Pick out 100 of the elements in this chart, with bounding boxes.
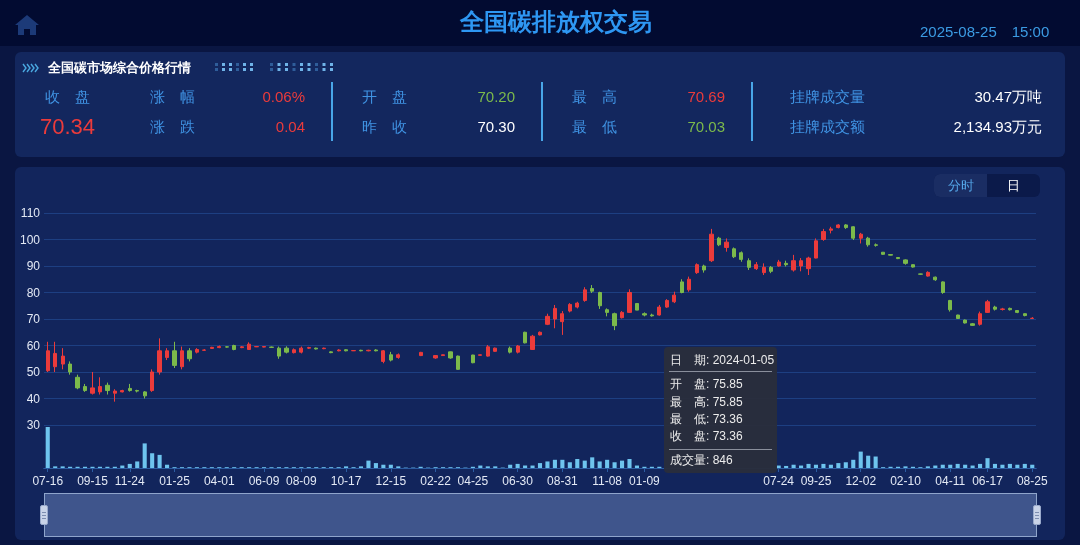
candlestick	[709, 228, 714, 263]
candlestick	[329, 350, 333, 354]
text: 70.03	[687, 116, 725, 137]
text: 挂牌成交额	[790, 116, 865, 137]
candlestick	[1015, 309, 1019, 314]
candlestick	[851, 225, 855, 241]
bar	[992, 463, 998, 468]
candlestick	[486, 344, 490, 358]
bar	[940, 464, 945, 468]
y-tick-label: 90	[26, 259, 41, 273]
bar	[828, 464, 833, 468]
y-tick-label: 50	[26, 365, 41, 379]
candlestick	[269, 346, 274, 349]
candlestick	[508, 346, 512, 354]
candlestick	[702, 264, 706, 274]
bar	[373, 463, 378, 468]
text: 0.04	[275, 116, 305, 137]
bar	[590, 457, 595, 468]
x-tick-label: 11-24	[114, 474, 145, 488]
bar	[515, 463, 520, 468]
candlestick	[478, 354, 482, 357]
candlestick	[687, 276, 691, 293]
candlestick	[68, 360, 72, 376]
candlestick	[262, 345, 266, 348]
candlestick	[150, 368, 154, 393]
bar	[1015, 464, 1020, 468]
candlestick	[747, 257, 751, 271]
x-tick-label: 08-25	[1016, 474, 1048, 488]
candlestick	[493, 347, 497, 353]
text: 收 盘	[45, 86, 90, 107]
candlestick	[844, 223, 848, 230]
candlestick	[120, 389, 124, 393]
candlestick	[918, 273, 923, 276]
x-tick-label: 08-31	[547, 474, 579, 488]
text: 30.47万吨	[974, 86, 1042, 107]
x-tick-label: 02-10	[890, 474, 922, 488]
candlestick	[202, 348, 206, 352]
candlestick	[172, 341, 177, 369]
candlestick	[277, 346, 281, 360]
candlestick	[821, 228, 826, 242]
x-tick-label: 07-24	[763, 474, 795, 488]
text: 挂牌成交量	[790, 86, 865, 107]
candlestick	[344, 348, 348, 352]
bar	[813, 464, 819, 468]
bar	[955, 463, 960, 468]
candlestick	[642, 311, 647, 317]
y-tick-label: 110	[20, 206, 41, 220]
candlestick	[724, 237, 729, 253]
candlestick	[381, 349, 385, 364]
bar	[866, 455, 871, 468]
x-tick-label: 12-15	[375, 474, 407, 488]
candlestick	[635, 303, 639, 311]
candlestick	[791, 254, 796, 273]
bar	[142, 443, 147, 468]
y-tick-label: 30	[26, 418, 41, 432]
candlestick	[113, 388, 117, 403]
candlestick	[754, 261, 758, 271]
candlestick	[583, 286, 587, 303]
bar	[948, 464, 953, 468]
bar	[567, 462, 572, 468]
candlestick	[1000, 307, 1005, 312]
candlestick	[1008, 307, 1012, 312]
candlestick	[993, 305, 997, 312]
candlestick	[605, 307, 609, 317]
candlestick	[888, 253, 893, 256]
text: 昨 收	[362, 116, 407, 137]
candlestick	[762, 262, 766, 276]
bar	[978, 463, 983, 468]
candlestick	[523, 331, 527, 344]
candlestick	[739, 250, 743, 263]
candlestick	[948, 299, 952, 313]
candlestick	[396, 352, 400, 360]
x-tick-label: 04-11	[935, 474, 966, 488]
bar	[858, 451, 863, 468]
bar	[150, 453, 155, 468]
text: 0.06%	[262, 86, 305, 107]
candlestick	[292, 347, 296, 354]
y-tick-label: 40	[26, 391, 41, 406]
candlestick	[433, 354, 438, 360]
text: 70.34	[40, 112, 96, 141]
candlestick	[90, 371, 95, 396]
text: 涨 跌	[150, 116, 195, 137]
bar	[545, 461, 550, 468]
candlestick	[545, 313, 550, 326]
candlestick	[448, 351, 453, 360]
x-tick-label: 08-09	[285, 474, 317, 488]
candlestick	[75, 374, 80, 390]
x-tick-label: 09-25	[800, 474, 832, 488]
candlestick	[516, 344, 520, 354]
candlestick	[441, 354, 445, 357]
text: 全国碳市场综合价格行情	[48, 59, 191, 77]
candlestick	[210, 346, 214, 350]
x-tick-label: 02-22	[420, 474, 452, 488]
bar	[157, 454, 162, 468]
candlestick	[337, 348, 341, 352]
bar	[45, 427, 50, 468]
candlestick	[612, 312, 617, 331]
x-tick-label: 01-25	[159, 474, 191, 488]
bar	[135, 461, 140, 468]
candlestick	[128, 383, 132, 393]
